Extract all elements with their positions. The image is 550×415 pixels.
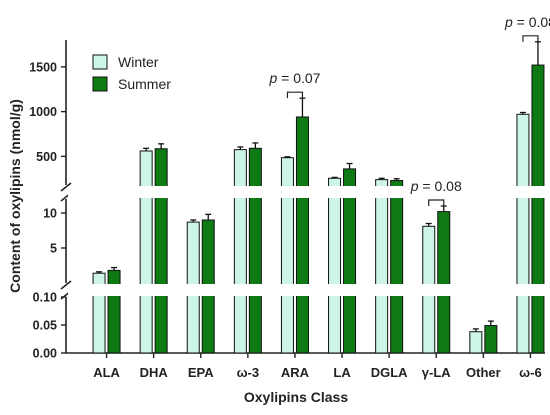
x-tick-label: ω-6 <box>519 365 542 380</box>
y-tick-label: 500 <box>36 150 57 164</box>
x-tick-label: DGLA <box>371 365 408 380</box>
significance-bracket <box>286 91 304 99</box>
p-value-label: p = 0.08 <box>410 178 462 194</box>
bar-winter <box>516 113 530 354</box>
p-value-label: p = 0.07 <box>268 70 320 86</box>
y-axis-title: Content of oxylipins (nmol/g) <box>7 99 23 293</box>
x-tick-label: ARA <box>281 365 310 380</box>
x-tick-label: ω-3 <box>237 365 260 380</box>
legend-swatch-summer <box>92 76 108 92</box>
bar-winter <box>328 177 342 354</box>
legend: Winter Summer <box>92 54 171 92</box>
x-tick-label: LA <box>333 365 351 380</box>
axis-break-gap <box>68 284 547 296</box>
bar-summer <box>390 180 404 354</box>
bars <box>68 41 547 354</box>
bar-summer <box>248 147 262 354</box>
y-tick-label: 0.05 <box>33 319 57 333</box>
legend-label-summer: Summer <box>118 76 171 92</box>
x-tick-label: Other <box>466 365 501 380</box>
bar-winter <box>139 150 153 354</box>
y-tick-label: 5 <box>50 242 57 256</box>
bar-summer <box>484 325 498 354</box>
significance-bracket <box>522 35 539 42</box>
x-tick-label: DHA <box>140 365 169 380</box>
y-tick-label: 0.10 <box>33 291 57 305</box>
bar-summer <box>107 269 121 354</box>
x-tick-label: EPA <box>188 365 214 380</box>
y-tick-label: 1000 <box>29 105 57 119</box>
legend-label-winter: Winter <box>118 54 159 70</box>
bar-winter <box>469 331 483 354</box>
annotations: p = 0.07 p = 0.08 p = 0.08 <box>268 14 550 206</box>
y-tick-label: 1500 <box>29 60 57 74</box>
axis-break-mark <box>60 182 72 192</box>
bar-summer <box>295 116 309 354</box>
bar-summer <box>154 148 168 354</box>
significance-bracket <box>428 199 445 206</box>
y-tick-label: 0.00 <box>33 347 57 361</box>
axes: 0.00 0.05 0.10 5 10 500 1000 1500 ALA DHA EPA ω-3 AR… <box>29 40 545 380</box>
axis-break-gap <box>68 186 547 198</box>
x-tick-label: γ-LA <box>422 365 452 380</box>
legend-swatch-winter <box>92 54 108 70</box>
y-tick-label: 10 <box>43 207 57 221</box>
bar-winter <box>375 179 389 354</box>
bar-summer <box>531 64 545 354</box>
axis-break-mark <box>60 280 72 290</box>
p-value-label: p = 0.08 <box>504 14 550 30</box>
x-tick-label: ALA <box>93 365 120 380</box>
bar-winter <box>233 149 247 354</box>
bar-summer <box>437 211 451 354</box>
x-axis-title: Oxylipins Class <box>244 389 348 405</box>
